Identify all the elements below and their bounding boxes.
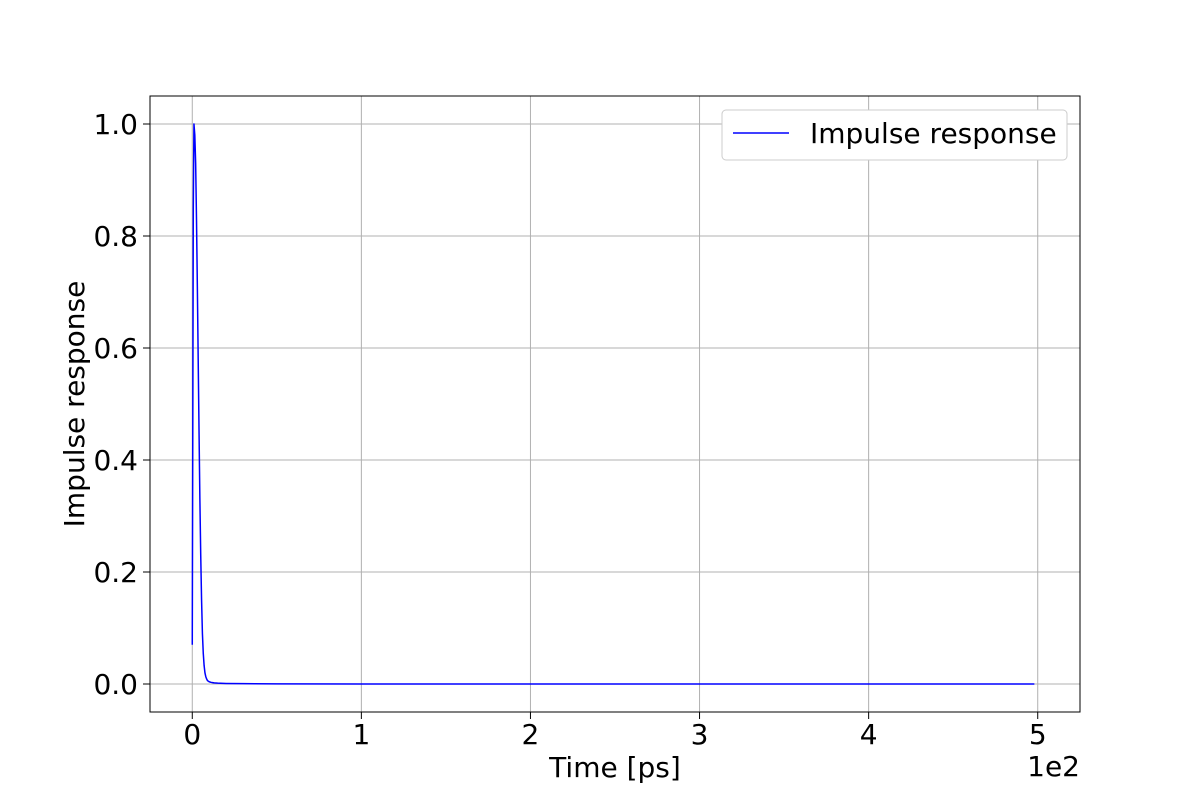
x-tick-label: 3 — [691, 718, 709, 751]
x-axis-offset-text: 1e2 — [1027, 750, 1080, 783]
series-layer — [191, 123, 1035, 685]
y-tick-label: 0.2 — [93, 556, 138, 589]
y-tick-label: 0.4 — [93, 444, 138, 477]
series-line-impulse-response — [191, 123, 1035, 685]
y-tick-label: 0.8 — [93, 220, 138, 253]
grid-lines — [150, 96, 1080, 712]
y-tick-label: 0.0 — [93, 668, 138, 701]
y-axis-label: Impulse response — [58, 281, 91, 528]
legend-entry-label: Impulse response — [810, 117, 1057, 150]
legend-box — [721, 109, 1068, 161]
y-axis-ticks: 0.0 0.2 0.4 0.6 0.8 1.0 — [93, 108, 150, 701]
x-tick-label: 4 — [860, 718, 878, 751]
x-axis-label: Time [ps] — [548, 751, 681, 784]
x-tick-label: 1 — [352, 718, 370, 751]
x-tick-label: 5 — [1029, 718, 1047, 751]
x-tick-label: 2 — [522, 718, 540, 751]
y-tick-label: 1.0 — [93, 108, 138, 141]
legend: Impulse response — [721, 109, 1068, 161]
plot-area-frame — [149, 95, 1081, 713]
x-tick-label: 0 — [183, 718, 201, 751]
y-tick-label: 0.6 — [93, 332, 138, 365]
x-axis-ticks: 0 1 2 3 4 5 — [183, 712, 1047, 751]
